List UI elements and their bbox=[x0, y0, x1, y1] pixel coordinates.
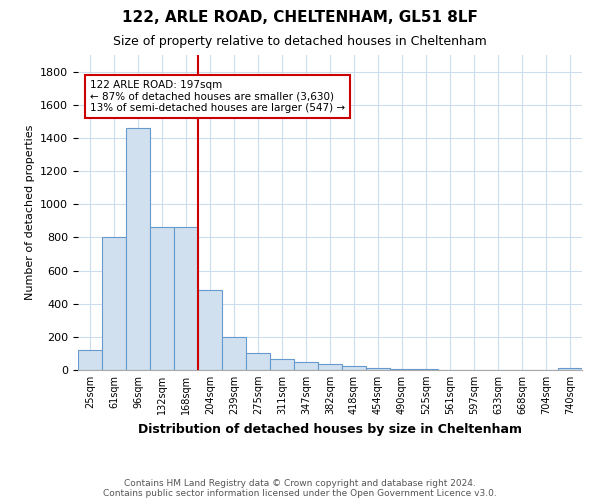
Y-axis label: Number of detached properties: Number of detached properties bbox=[25, 125, 35, 300]
X-axis label: Distribution of detached houses by size in Cheltenham: Distribution of detached houses by size … bbox=[138, 422, 522, 436]
Bar bbox=[366, 368, 390, 370]
Bar bbox=[414, 369, 438, 370]
Text: Contains public sector information licensed under the Open Government Licence v3: Contains public sector information licen… bbox=[103, 488, 497, 498]
Text: 122 ARLE ROAD: 197sqm
← 87% of detached houses are smaller (3,630)
13% of semi-d: 122 ARLE ROAD: 197sqm ← 87% of detached … bbox=[90, 80, 345, 113]
Text: Size of property relative to detached houses in Cheltenham: Size of property relative to detached ho… bbox=[113, 35, 487, 48]
Text: Contains HM Land Registry data © Crown copyright and database right 2024.: Contains HM Land Registry data © Crown c… bbox=[124, 478, 476, 488]
Bar bbox=[198, 290, 222, 370]
Bar bbox=[246, 354, 270, 370]
Bar bbox=[294, 362, 318, 370]
Bar bbox=[558, 368, 582, 370]
Bar bbox=[390, 368, 414, 370]
Bar bbox=[78, 350, 102, 370]
Bar bbox=[318, 364, 342, 370]
Bar bbox=[102, 238, 126, 370]
Text: 122, ARLE ROAD, CHELTENHAM, GL51 8LF: 122, ARLE ROAD, CHELTENHAM, GL51 8LF bbox=[122, 10, 478, 25]
Bar bbox=[222, 337, 246, 370]
Bar bbox=[342, 366, 366, 370]
Bar bbox=[126, 128, 150, 370]
Bar bbox=[174, 228, 198, 370]
Bar bbox=[270, 359, 294, 370]
Bar bbox=[150, 228, 174, 370]
